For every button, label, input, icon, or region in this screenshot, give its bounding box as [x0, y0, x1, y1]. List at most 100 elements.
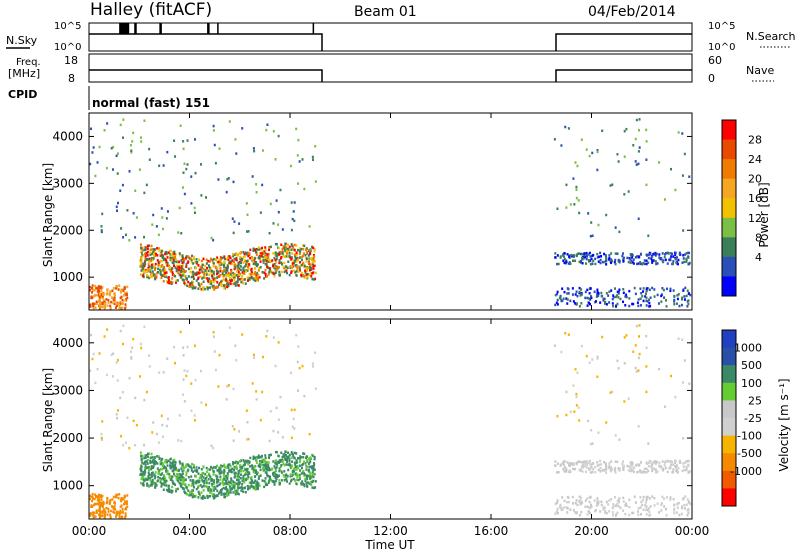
velocity-cell [627, 397, 630, 400]
velocity-cell [90, 495, 93, 499]
velocity-cell [266, 465, 269, 468]
power-cell [118, 306, 121, 310]
velocity-cell [119, 329, 122, 333]
power-cell [119, 296, 122, 300]
power-cell [295, 274, 298, 277]
power-cell [642, 287, 645, 290]
velocity-cell [650, 465, 653, 469]
velocity-cell [151, 459, 154, 462]
power-cell [191, 284, 194, 287]
power-cell [257, 256, 260, 259]
power-cell [172, 254, 175, 258]
velocity-cell [195, 481, 198, 485]
velocity-cell [597, 468, 600, 472]
power-cell [230, 260, 233, 263]
power-cell [249, 256, 252, 260]
velocity-cell [289, 371, 292, 375]
power-cell [255, 190, 258, 194]
velocity-cell [288, 458, 291, 461]
power-cell [91, 302, 94, 305]
velocity-cell [201, 474, 204, 478]
velocity-ytick-label: 4000 [52, 336, 83, 350]
power-cell [257, 269, 260, 272]
velocity-cell [197, 472, 200, 475]
velocity-cell [281, 435, 284, 439]
power-cell [616, 152, 619, 156]
velocity-cell [567, 496, 570, 500]
power-cell [185, 277, 188, 281]
power-cell [165, 217, 168, 220]
velocity-cell [294, 463, 297, 466]
velocity-cell [298, 366, 301, 370]
power-cell [157, 264, 160, 267]
velocity-cell [223, 477, 226, 480]
power-cell [183, 274, 186, 278]
power-cell [229, 256, 232, 260]
velocity-cell [190, 382, 193, 385]
power-cell [235, 270, 238, 273]
power-cell [608, 254, 611, 257]
power-cell [199, 267, 202, 271]
power-cell [576, 294, 579, 298]
velocity-cell [300, 456, 303, 459]
velocity-cell [113, 501, 116, 505]
power-cell [219, 280, 222, 283]
power-cell [264, 268, 267, 272]
velocity-cell [175, 468, 178, 471]
velocity-cell [151, 478, 154, 482]
power-cell [192, 277, 195, 280]
power-cell [682, 257, 685, 260]
power-cell [148, 260, 151, 264]
velocity-cell [600, 500, 603, 503]
velocity-cell [249, 456, 252, 460]
velocity-cell [631, 511, 634, 515]
velocity-cell [239, 465, 242, 469]
power-cell [165, 260, 168, 263]
velocity-cell [588, 361, 591, 364]
velocity-cell [636, 470, 639, 474]
power-cell [289, 266, 292, 270]
velocity-cell [140, 346, 143, 350]
velocity-cell [267, 466, 270, 470]
velocity-cell [287, 463, 290, 466]
velocity-cell [569, 508, 572, 511]
velocity-cell [645, 513, 648, 516]
power-cell [678, 304, 681, 308]
power-cell [140, 264, 143, 267]
power-cell [278, 261, 281, 265]
power-cell [246, 279, 249, 282]
velocity-cell [277, 431, 280, 434]
power-colorbar-segment [722, 237, 736, 258]
velocity-cell [148, 465, 151, 469]
velocity-cell [158, 471, 161, 474]
power-cell [268, 248, 271, 252]
velocity-cell [255, 461, 258, 465]
velocity-cell [274, 461, 277, 465]
velocity-cell [565, 470, 568, 473]
power-cell [622, 256, 625, 260]
power-cell [140, 255, 143, 259]
power-cell [303, 275, 306, 278]
velocity-cell [140, 454, 143, 458]
velocity-cell [283, 478, 286, 482]
power-cell [285, 255, 288, 258]
power-cell [128, 170, 131, 173]
power-cell [283, 261, 286, 265]
velocity-cell [280, 471, 283, 474]
power-colorbar-tick: 12 [748, 212, 762, 225]
power-cell [211, 274, 214, 277]
power-cell [639, 287, 642, 290]
velocity-cell [150, 460, 153, 464]
power-cell [140, 249, 143, 253]
velocity-cell [557, 471, 560, 474]
velocity-cell [601, 469, 604, 472]
power-cell [682, 229, 685, 232]
power-cell [152, 213, 155, 217]
velocity-cell [282, 473, 285, 477]
velocity-cell [688, 459, 691, 463]
velocity-cell [154, 475, 157, 478]
velocity-cell [187, 483, 190, 487]
power-cell [314, 180, 317, 183]
power-cell [223, 287, 226, 290]
power-cell [242, 250, 245, 254]
